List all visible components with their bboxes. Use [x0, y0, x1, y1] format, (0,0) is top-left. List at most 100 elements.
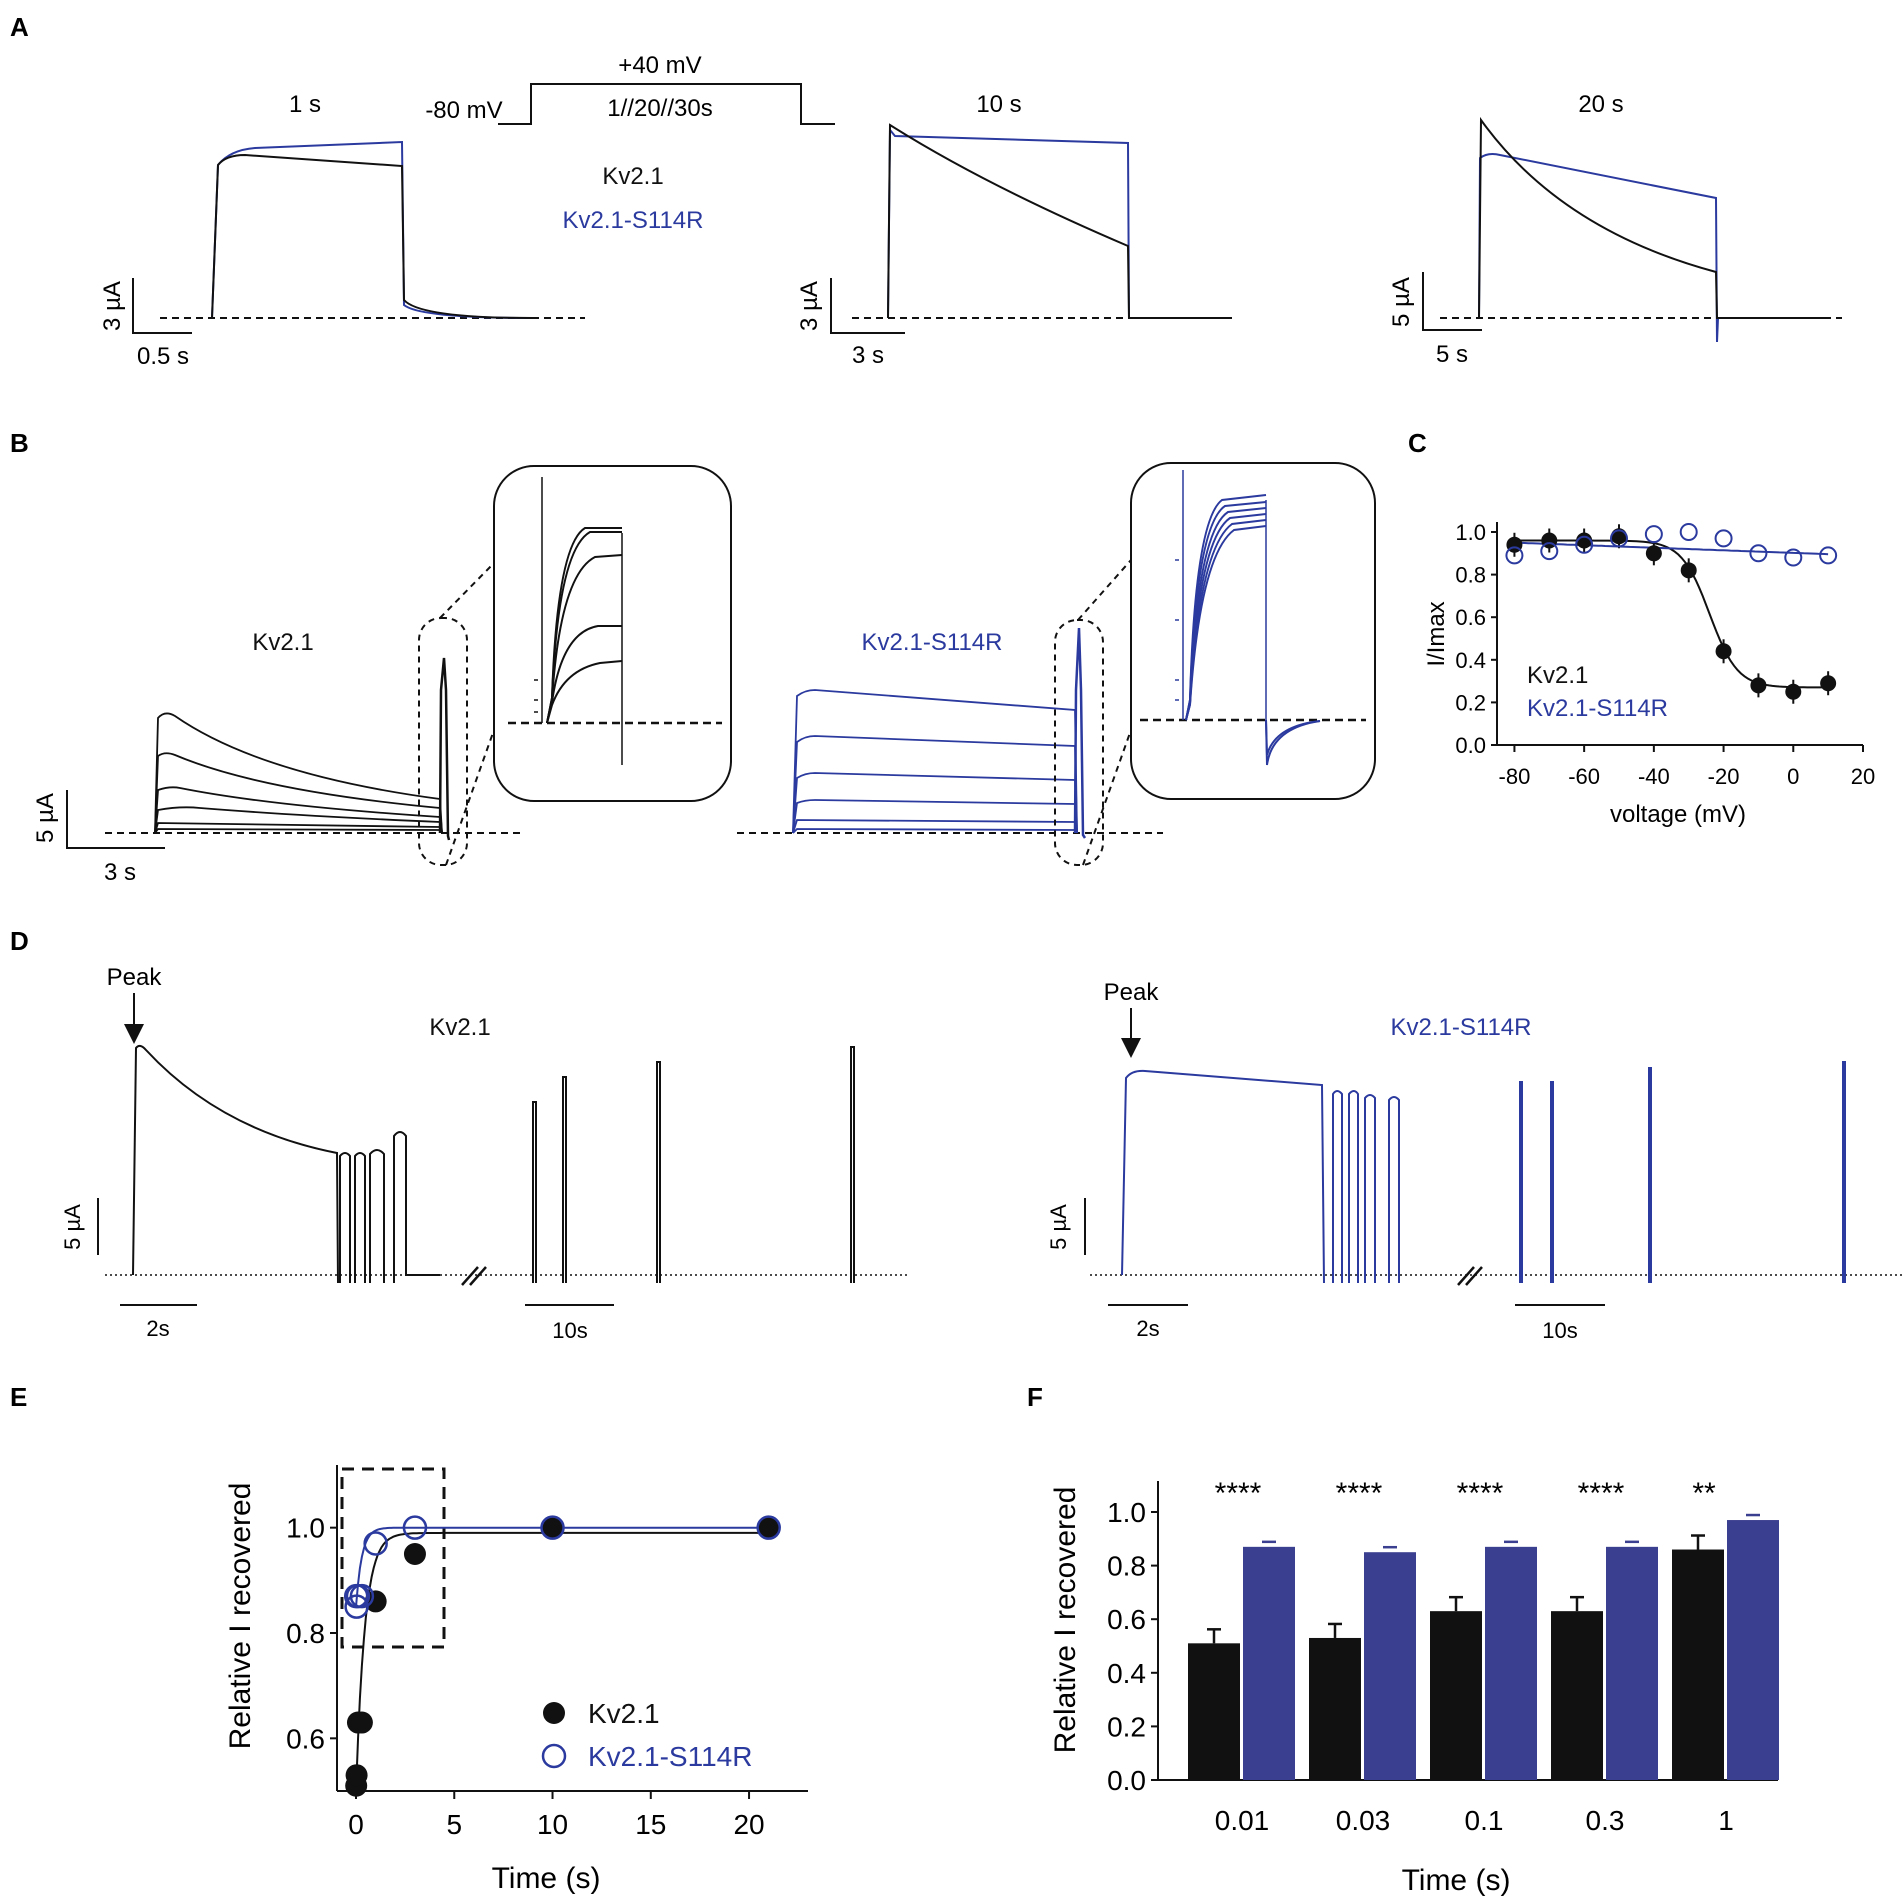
panel-a: A 1 s 3 µA 0.5 s -80 mV +40 mV 1//20//30… [10, 12, 1842, 370]
f-y-tick-label: 0.4 [1107, 1658, 1146, 1689]
panel-f-label: F [1027, 1382, 1043, 1412]
f-x-tick-label: 1 [1718, 1805, 1734, 1836]
e-x-ticks: 0 5 10 15 20 [348, 1791, 765, 1840]
d-wt-sweeps [132, 1044, 855, 1284]
e-point-mutant [540, 1515, 565, 1540]
c-x-label: voltage (mV) [1610, 801, 1746, 828]
trace-d-wt: Peak Kv2.1 5 µA 2s [60, 964, 910, 1343]
legend-a-mutant: Kv2.1-S114R [563, 207, 704, 234]
trace-a2: 10 s 3 µA 3 s [796, 91, 1235, 369]
trace-a3-wt [1478, 116, 1825, 319]
legend-a-wt: Kv2.1 [602, 163, 663, 190]
f-bar-wt [1430, 1611, 1482, 1780]
d-mutant-peak-label: Peak [1104, 979, 1160, 1006]
f-significance: **** [1457, 1477, 1504, 1510]
c-point-wt [1820, 675, 1837, 692]
e-x-label: Time (s) [492, 1862, 601, 1895]
c-y-label: I/Imax [1423, 601, 1450, 666]
trace-a2-wt [887, 123, 1232, 319]
inset-b-wt [493, 465, 732, 802]
protocol-holding: -80 mV [425, 97, 502, 124]
e-point-wt [403, 1543, 426, 1565]
c-point-wt [1680, 562, 1697, 579]
f-bar-mutant [1364, 1552, 1416, 1780]
trace-b-mutant-title: Kv2.1-S114R [862, 629, 1003, 656]
panel-c: C 0.0 0.2 0.4 0.6 0.8 1.0 -80 -60 -40 -20 0 20 I/I… [1408, 428, 1875, 828]
f-y-label: Relative I recovered [1049, 1487, 1082, 1754]
c-y-tick-label: 0.6 [1455, 605, 1486, 630]
c-point-wt [1750, 677, 1767, 694]
f-x-tick-label: 0.01 [1215, 1805, 1270, 1836]
scale-a2-time: 3 s [852, 342, 884, 369]
trace-b-mutant-family [792, 689, 1078, 834]
c-point-wt [1785, 683, 1802, 700]
e-point-mutant [402, 1515, 428, 1540]
d-wt-peak-label: Peak [107, 964, 163, 991]
f-significance: ** [1692, 1477, 1716, 1510]
zoom-region-b-wt [418, 617, 468, 866]
e-point-wt [350, 1711, 373, 1734]
f-bar-mutant [1606, 1546, 1658, 1780]
e-x-tick-label: 5 [446, 1809, 462, 1840]
c-x-tick-label: -40 [1638, 764, 1670, 789]
d-mutant-scale-time-2: 10s [1542, 1318, 1577, 1343]
trace-b-mutant-test-pulse [1073, 627, 1087, 839]
c-point-mutant [1714, 529, 1733, 548]
c-y-ticks: 0.0 0.2 0.4 0.6 0.8 1.0 [1455, 520, 1497, 758]
trace-a3-mutant [1478, 153, 1825, 343]
c-x-tick-label: -80 [1499, 764, 1531, 789]
scale-bar-b [66, 790, 165, 849]
panel-e: E 0.6 0.8 1.0 0 5 10 15 20 Relative I recovere… [10, 1382, 808, 1895]
c-point-mutant [1540, 542, 1559, 561]
f-bar-wt [1309, 1637, 1361, 1780]
e-point-wt [541, 1516, 564, 1539]
e-x-tick-label: 0 [348, 1809, 364, 1840]
trace-b-wt-test-pulse [438, 657, 451, 841]
inset-b-mutant [1130, 462, 1376, 800]
panel-d: D Peak Kv2.1 5 µA [10, 926, 1902, 1343]
c-point-mutant [1679, 523, 1698, 541]
trace-a2-title: 10 s [976, 91, 1021, 118]
trace-b-mutant: Kv2.1-S114R [737, 462, 1376, 866]
scale-a2-current: 3 µA [796, 281, 823, 331]
f-y-tick-label: 0.8 [1107, 1551, 1146, 1582]
f-significance: **** [1578, 1477, 1625, 1510]
e-y-ticks: 0.6 0.8 1.0 [286, 1513, 337, 1754]
trace-a3: 20 s 5 µA 5 s [1388, 91, 1842, 368]
c-x-tick-label: -60 [1568, 764, 1600, 789]
d-mutant-title: Kv2.1-S114R [1391, 1014, 1532, 1041]
f-y-tick-label: 0.2 [1107, 1711, 1146, 1742]
e-y-tick-label: 0.8 [286, 1618, 325, 1649]
f-significance: **** [1215, 1477, 1262, 1510]
e-y-tick-label: 1.0 [286, 1513, 325, 1544]
d-wt-scale-current: 5 µA [60, 1204, 85, 1250]
e-point-mutant [363, 1531, 388, 1556]
c-y-tick-label: 0.8 [1455, 563, 1486, 588]
f-bar-wt [1672, 1549, 1724, 1780]
e-point-mutant [349, 1583, 375, 1609]
d-mutant-scale-time-1: 2s [1136, 1316, 1159, 1341]
trace-d-mutant: Peak Kv2.1-S114R 5 µA 2s [1046, 979, 1902, 1343]
c-point-mutant [1575, 535, 1594, 554]
inset-b-wt-traces [508, 477, 722, 765]
scale-b-current: 5 µA [32, 793, 59, 843]
e-legend-mutant: Kv2.1-S114R [588, 1741, 752, 1772]
f-y-tick-label: 0.6 [1107, 1604, 1146, 1635]
e-point-wt [345, 1764, 368, 1787]
c-x-tick-label: 20 [1851, 764, 1875, 789]
c-y-tick-label: 0.0 [1455, 733, 1486, 758]
zoom-line-b-mutant-2 [1082, 729, 1132, 866]
f-x-tick-label: 0.1 [1465, 1805, 1504, 1836]
voltage-protocol: -80 mV +40 mV 1//20//30s [425, 52, 835, 125]
e-x-tick-label: 20 [733, 1809, 764, 1840]
c-y-tick-label: 0.4 [1455, 648, 1486, 673]
trace-a2-mutant [887, 127, 1232, 319]
zoom-line-b-mutant-1 [1077, 559, 1132, 621]
e-x-tick-label: 15 [635, 1809, 666, 1840]
c-point-mutant [1784, 548, 1803, 567]
trace-b-wt-title: Kv2.1 [252, 629, 313, 656]
scale-a1-current: 3 µA [99, 281, 126, 331]
e-x-tick-label: 10 [537, 1809, 568, 1840]
scale-bar-a3 [1422, 272, 1482, 331]
